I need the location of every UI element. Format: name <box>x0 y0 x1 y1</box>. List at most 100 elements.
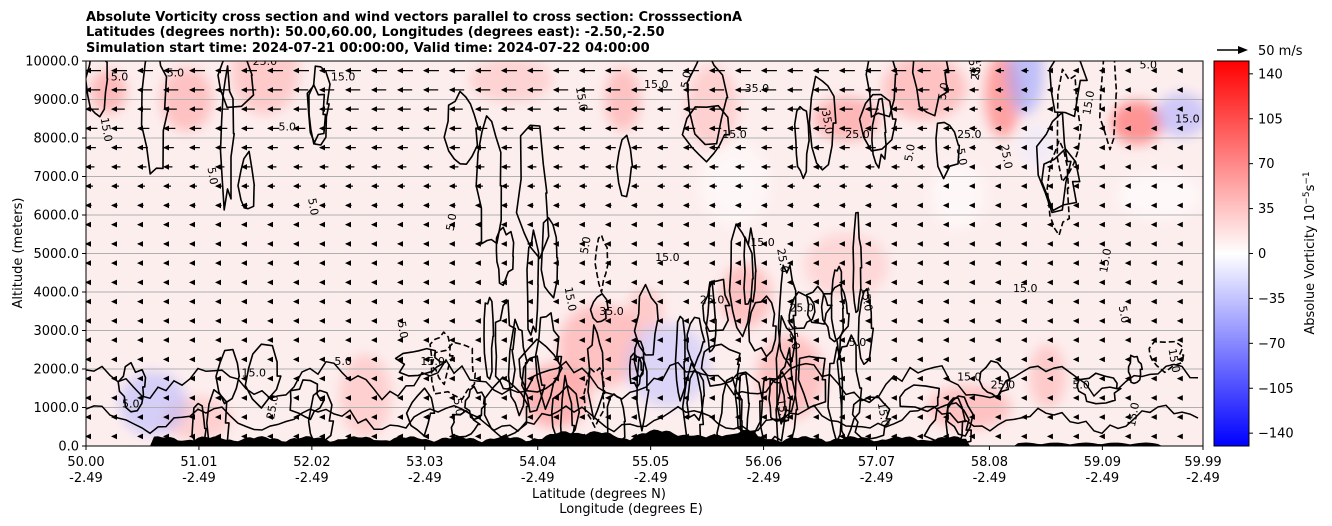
wind-vector-head <box>760 375 767 382</box>
wind-vector-head <box>163 125 169 132</box>
x-tick-label-lon: -2.49 <box>1086 471 1120 486</box>
wind-vector-head <box>448 87 455 93</box>
wind-vector-head <box>786 106 793 112</box>
wind-vector-head <box>293 144 299 151</box>
contour-line <box>743 227 757 305</box>
contour-label: 15.0 <box>1097 247 1114 273</box>
contour-line <box>1046 139 1071 236</box>
wind-vector-head <box>630 318 637 324</box>
wind-vector-head <box>215 221 221 228</box>
wind-vector-head <box>137 202 143 209</box>
wind-vector-head <box>111 279 117 286</box>
wind-vector-head <box>734 106 741 112</box>
contour-line <box>728 223 754 338</box>
wind-vector-head <box>371 202 377 209</box>
wind-vector-head <box>552 395 559 401</box>
wind-vector-head <box>345 241 351 247</box>
wind-vector-head <box>345 414 351 420</box>
contour-line <box>405 387 436 437</box>
wind-vector-head <box>604 221 611 228</box>
wind-vector-head <box>708 414 715 420</box>
wind-vector-head <box>500 356 507 363</box>
wind-vector-head <box>864 318 871 324</box>
wind-vector-head <box>137 164 143 170</box>
wind-vector-head <box>1072 260 1079 266</box>
contour-label: 5.0 <box>111 70 129 83</box>
wind-vector-head <box>1020 144 1027 151</box>
wind-vector-head <box>189 202 195 209</box>
wind-vector-head <box>812 241 819 247</box>
wind-vector-head <box>189 318 195 324</box>
wind-vector-head <box>500 164 507 170</box>
wind-vector-head <box>1176 260 1183 266</box>
contour-line <box>797 355 827 409</box>
wind-vector-head <box>682 106 689 112</box>
wind-vector-head <box>1124 279 1131 286</box>
wind-vector-head <box>708 356 715 363</box>
wind-vector-head <box>1020 183 1027 189</box>
wind-vector-head <box>1098 395 1105 401</box>
wind-vector-head <box>708 164 715 170</box>
wind-vector-head <box>1098 260 1105 266</box>
wind-vector-head <box>1098 125 1105 132</box>
contour-line <box>515 124 550 260</box>
wind-vector-head <box>838 144 845 151</box>
wind-vector-head <box>682 337 689 343</box>
wind-vector-head <box>1046 318 1053 324</box>
wind-vector-head <box>293 337 299 343</box>
wind-vector-head <box>1046 106 1053 112</box>
contour-line <box>518 338 563 393</box>
wind-vector-head <box>189 433 195 440</box>
wind-vector-head <box>578 298 585 305</box>
vorticity-patch <box>756 334 825 419</box>
wind-vector-head <box>682 202 689 209</box>
contour-label: 15.0 <box>785 324 802 350</box>
wind-vector-head <box>708 87 715 93</box>
wind-vector-head <box>1176 67 1183 74</box>
wind-vector-head <box>241 183 247 189</box>
wind-vector-head <box>838 221 845 228</box>
contour-line <box>308 83 327 145</box>
wind-vector-head <box>968 279 975 286</box>
wind-vector-head <box>994 202 1001 209</box>
wind-vector-head <box>1098 67 1105 74</box>
wind-vector-head <box>1124 241 1131 247</box>
wind-vector-head <box>760 67 767 74</box>
wind-vector-head <box>397 67 403 74</box>
wind-vector-head <box>760 395 767 401</box>
contour-line <box>820 283 850 343</box>
colorbar-tick-label: −140 <box>1258 427 1294 442</box>
contour-label: 5.0 <box>334 355 352 368</box>
wind-vector-head <box>163 106 169 112</box>
x-tick-label-lat: 53.03 <box>406 455 443 470</box>
wind-vector-head <box>86 221 91 228</box>
wind-vector-head <box>423 337 429 343</box>
wind-vector-head <box>111 202 117 209</box>
vorticity-patch <box>1111 100 1164 145</box>
wind-vector-head <box>86 125 91 132</box>
wind-vector-head <box>371 221 377 228</box>
contour-line <box>86 404 1199 435</box>
wind-vector-head <box>682 241 689 247</box>
wind-vector-head <box>137 433 143 440</box>
wind-vector-head <box>267 144 273 151</box>
wind-vector-head <box>994 318 1001 324</box>
wind-vector-head <box>604 87 611 93</box>
contour-line <box>674 315 686 402</box>
wind-vector-head <box>786 337 793 343</box>
wind-vector-head <box>241 106 247 112</box>
wind-vector-head <box>968 318 975 324</box>
wind-vector-head <box>241 67 247 74</box>
wind-vector-head <box>241 164 247 170</box>
wind-vector-head <box>1046 279 1053 286</box>
wind-vector-head <box>994 221 1001 228</box>
wind-vector-head <box>630 183 637 189</box>
wind-vector-head <box>812 318 819 324</box>
wind-vector-head <box>163 298 169 305</box>
wind-vector-head <box>345 106 351 112</box>
wind-vector-head <box>604 260 611 266</box>
wind-vector-head <box>1020 164 1027 170</box>
wind-vector-head <box>682 356 689 363</box>
wind-vector-head <box>890 298 897 305</box>
wind-vector-head <box>215 375 221 382</box>
